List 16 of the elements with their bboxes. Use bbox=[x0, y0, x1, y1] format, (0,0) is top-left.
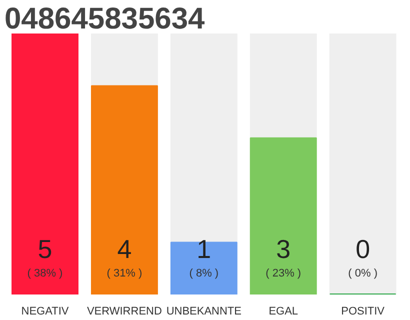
data-label: 1 bbox=[196, 234, 212, 264]
data-label: 5 bbox=[38, 234, 52, 264]
x-tick-label: NEGATIV bbox=[21, 306, 70, 318]
annotation: ( 38% ) bbox=[27, 268, 63, 280]
x-tick-label: EGAL bbox=[268, 306, 298, 318]
data-label: 0 bbox=[356, 234, 370, 264]
x-tick-label: UNBEKANNTE bbox=[166, 306, 242, 318]
annotation: ( 0% ) bbox=[348, 268, 378, 280]
x-tick-label: POSITIV bbox=[341, 306, 386, 318]
annotation: ( 8% ) bbox=[189, 268, 219, 280]
annotation: ( 31% ) bbox=[106, 268, 142, 280]
annotation: ( 23% ) bbox=[266, 268, 302, 280]
x-tick-label: VERWIRREND bbox=[86, 306, 162, 318]
data-label: 4 bbox=[117, 234, 132, 264]
chart-title: 048645835634 bbox=[4, 2, 206, 36]
data-label: 3 bbox=[276, 234, 291, 264]
